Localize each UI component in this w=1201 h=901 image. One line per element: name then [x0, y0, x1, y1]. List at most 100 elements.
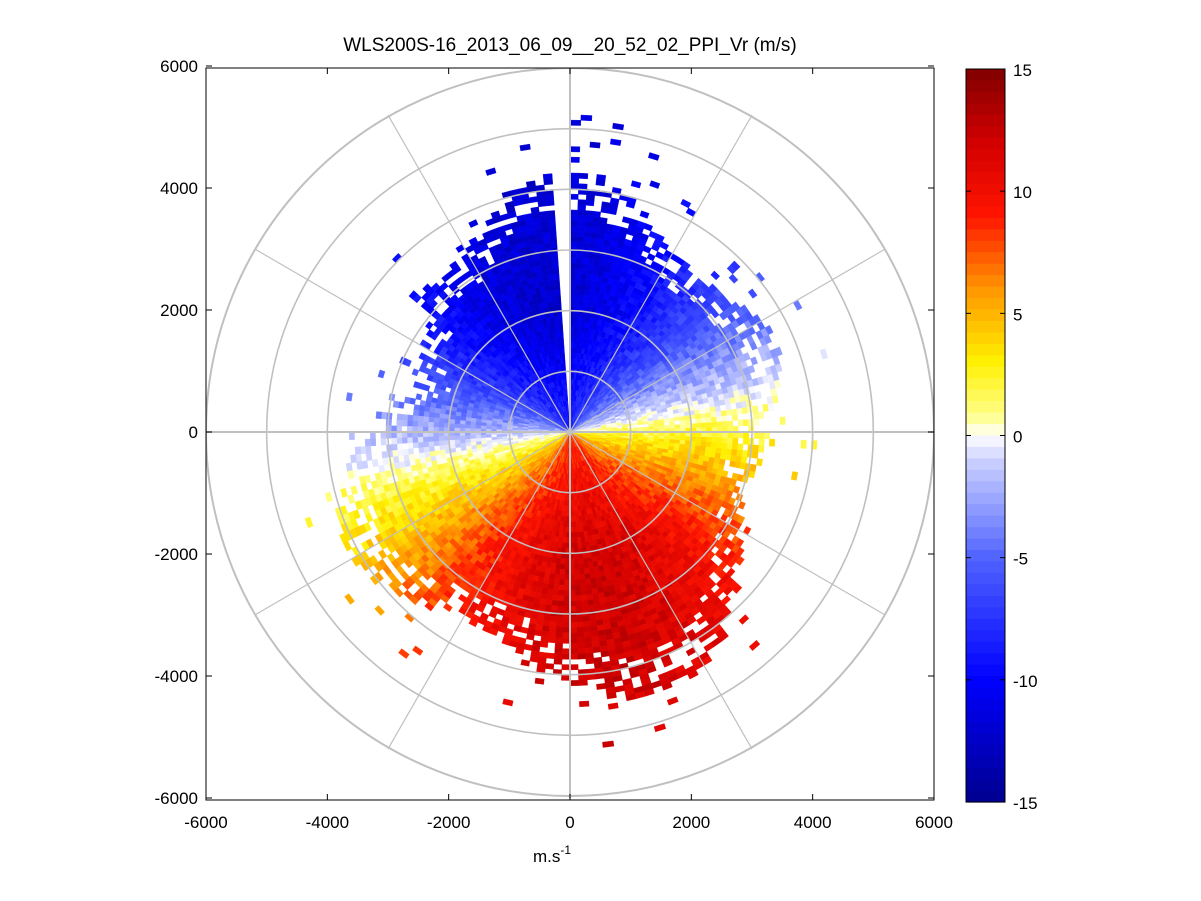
velocity-cell	[589, 141, 601, 149]
velocity-cell	[407, 414, 414, 422]
velocity-cell	[530, 206, 540, 214]
velocity-cell	[584, 215, 593, 222]
velocity-cell	[345, 462, 353, 472]
velocity-cell	[572, 341, 577, 348]
velocity-cell	[585, 199, 595, 207]
velocity-cell	[401, 443, 409, 450]
velocity-cell	[569, 183, 579, 190]
velocity-cell	[422, 421, 429, 428]
velocity-cell	[543, 178, 553, 186]
velocity-cell	[464, 424, 471, 429]
velocity-cell	[572, 352, 576, 359]
velocity-cell	[470, 421, 477, 426]
velocity-cell	[716, 421, 723, 428]
velocity-cell	[364, 438, 371, 447]
velocity-cell	[401, 414, 409, 421]
velocity-cell	[434, 407, 441, 414]
velocity-cell	[574, 299, 580, 306]
velocity-cell	[396, 437, 403, 445]
velocity-cell	[726, 414, 733, 422]
velocity-cell	[649, 180, 661, 189]
velocity-cell	[549, 284, 556, 291]
velocity-cell	[547, 220, 556, 228]
velocity-cell	[819, 348, 829, 360]
velocity-cell	[543, 242, 551, 249]
velocity-cell	[774, 346, 783, 357]
velocity-cell	[375, 411, 382, 419]
velocity-cell	[737, 419, 744, 427]
velocity-cell	[573, 315, 579, 322]
velocity-cell	[585, 194, 595, 201]
velocity-cell	[700, 417, 707, 423]
velocity-cell	[433, 441, 440, 447]
velocity-cell	[396, 419, 403, 427]
velocity-cell	[577, 321, 582, 328]
velocity-cell	[449, 419, 456, 425]
velocity-cell	[569, 156, 580, 163]
velocity-cell	[586, 263, 594, 270]
velocity-cell	[721, 420, 728, 427]
velocity-cell	[475, 421, 482, 426]
velocity-cell	[448, 423, 455, 429]
velocity-cell	[553, 273, 560, 280]
velocity-cell	[575, 268, 582, 274]
velocity-cell	[581, 263, 588, 270]
velocity-cell	[576, 241, 584, 248]
velocity-cell	[584, 210, 594, 217]
velocity-cell	[427, 421, 434, 428]
chart-title: WLS200S-16_2013_06_09__20_52_02_PPI_Vr (…	[343, 35, 797, 56]
velocity-cell	[539, 210, 548, 218]
velocity-cell	[771, 395, 779, 404]
velocity-cell	[569, 215, 578, 221]
velocity-cell	[574, 294, 580, 301]
velocity-cell	[578, 172, 589, 180]
velocity-cell	[684, 419, 691, 425]
velocity-cell	[669, 424, 676, 429]
velocity-cell	[589, 237, 598, 244]
velocity-cell	[433, 417, 440, 423]
velocity-cell	[548, 279, 555, 286]
velocity-cell	[779, 416, 786, 425]
velocity-cell	[569, 193, 579, 200]
velocity-cell	[545, 199, 555, 207]
velocity-cell	[715, 410, 722, 417]
velocity-cell	[428, 441, 435, 448]
velocity-cell	[576, 326, 582, 333]
velocity-cell	[496, 426, 503, 430]
velocity-cell	[547, 215, 556, 222]
velocity-cell	[582, 236, 591, 243]
velocity-cell	[581, 316, 587, 323]
velocity-cell	[574, 278, 581, 285]
velocity-cell	[569, 230, 578, 237]
velocity-cell	[764, 325, 774, 335]
velocity-cell	[587, 258, 595, 265]
velocity-cell	[710, 270, 721, 281]
velocity-cell	[571, 363, 575, 369]
velocity-cell	[575, 257, 583, 264]
velocity-cell	[758, 411, 765, 419]
velocity-cell	[577, 204, 586, 211]
velocity-cell	[725, 408, 733, 416]
velocity-cell	[741, 406, 749, 414]
velocity-cell	[569, 172, 580, 179]
velocity-cell	[583, 295, 590, 302]
velocity-cell	[429, 406, 436, 414]
velocity-cell	[573, 331, 578, 338]
velocity-cell	[392, 400, 400, 408]
velocity-cell	[599, 217, 608, 224]
velocity-cell	[731, 408, 738, 416]
velocity-cell	[422, 436, 429, 443]
velocity-cell	[710, 411, 717, 418]
velocity-cell	[412, 442, 419, 449]
velocity-cell	[439, 413, 446, 419]
velocity-cell	[584, 289, 590, 297]
velocity-cell	[576, 231, 585, 238]
velocity-cell	[380, 438, 387, 446]
velocity-cell	[350, 454, 357, 464]
velocity-cell	[525, 180, 536, 188]
velocity-cell	[577, 209, 586, 216]
velocity-cell	[433, 422, 440, 428]
velocity-cell	[480, 422, 487, 427]
velocity-cell	[605, 223, 614, 231]
velocity-cell	[569, 119, 582, 126]
